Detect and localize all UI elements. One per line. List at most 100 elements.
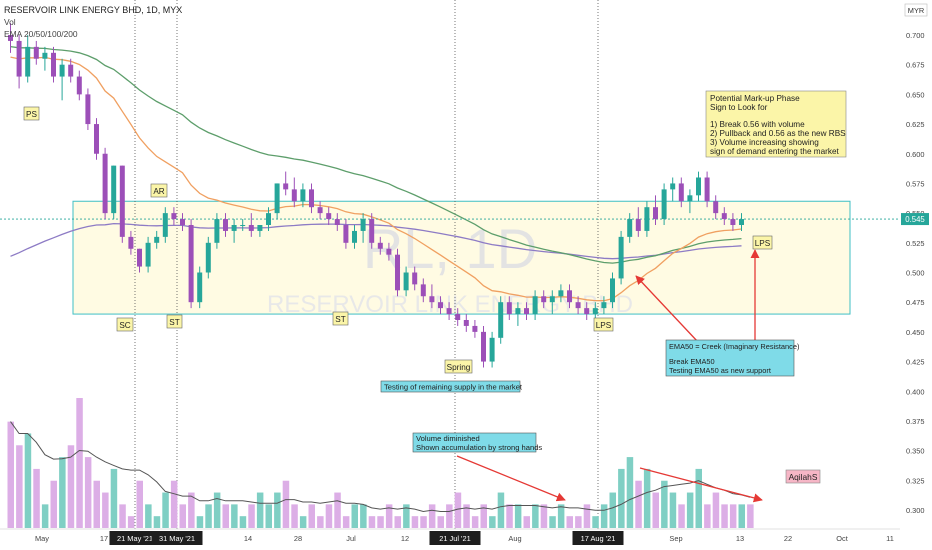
volume-note-box [412, 432, 537, 453]
candle-body [558, 290, 564, 297]
volume-bar [575, 516, 582, 528]
volume-bar [480, 504, 487, 528]
volume-bar [308, 504, 315, 528]
label-spring: Spring [447, 363, 471, 372]
candle-body [94, 124, 99, 154]
candle-body [601, 302, 607, 309]
volume-bar [239, 516, 247, 528]
currency-box[interactable] [904, 3, 928, 17]
volume-bar [50, 480, 57, 528]
volume-bar [248, 504, 255, 528]
price-tick-label: 0.425 [906, 358, 925, 367]
candle-body [644, 207, 650, 231]
candle-body [446, 308, 452, 315]
candle-body [33, 46, 39, 59]
candle-body [102, 153, 108, 214]
label-ps: PS [26, 110, 37, 119]
volume-bar [686, 492, 694, 528]
label-st-2: ST [335, 315, 345, 324]
candle-body [541, 296, 547, 303]
candle-body [154, 236, 160, 243]
candle-body [455, 314, 461, 320]
time-axis[interactable]: May 17 21 May '21 31 May '21 14 28 Jul 12 21 Jul… [35, 531, 894, 545]
markup-note-3: 3) Volume increasing showing [710, 138, 819, 147]
volume-bar [351, 504, 358, 528]
volume-bar [145, 504, 152, 528]
candle-body [205, 242, 211, 273]
candle-body [412, 272, 418, 285]
candle-body [42, 52, 48, 59]
candle-body [653, 207, 658, 220]
label-lps-1: LPS [596, 321, 612, 330]
price-tick-label: 0.600 [906, 150, 925, 159]
markup-note-1: 1) Break 0.56 with volume [710, 120, 805, 129]
volume-bar [170, 480, 178, 528]
volume-bar [377, 516, 384, 528]
volume-bar [420, 516, 427, 528]
volume-bar [67, 445, 75, 528]
candle-body [188, 225, 194, 303]
candle-body [721, 213, 727, 220]
volume-bar [626, 457, 634, 528]
volume-bar [24, 433, 32, 528]
volume-bar [583, 504, 591, 528]
volume-bar [661, 480, 668, 528]
candle-body [257, 225, 263, 231]
volume-bar [471, 516, 479, 528]
candle-body [137, 248, 142, 267]
volume-bar [41, 504, 49, 528]
markup-note-box [705, 90, 847, 158]
volume-bar [162, 492, 169, 528]
candle-body [59, 64, 65, 77]
volume-bar [59, 457, 66, 528]
volume-bar [325, 504, 333, 528]
volume-bar [299, 516, 307, 528]
last-price-tag [901, 213, 929, 226]
time-tick-label: 28 [294, 534, 302, 543]
candle-body [326, 213, 332, 220]
volume-bar [523, 516, 530, 528]
price-tick-label: 0.500 [906, 269, 925, 278]
candle-body [661, 189, 667, 220]
volume-bar [489, 516, 496, 528]
volume-bar [695, 468, 702, 528]
volume-bar [411, 516, 419, 528]
price-tick-label: 0.450 [906, 328, 925, 337]
candle-body [575, 302, 581, 309]
volume-bar [592, 516, 599, 528]
volume-bar [256, 492, 264, 528]
time-tick-label: 21 Jul '21 [439, 534, 470, 543]
candle-body [704, 177, 710, 202]
volume-bar [33, 468, 40, 528]
candle-body [309, 189, 314, 208]
time-tick-label: 21 May '21 [117, 534, 153, 543]
candle-body [180, 219, 185, 225]
volume-bar [110, 468, 118, 528]
price-tick-label: 0.525 [906, 239, 925, 248]
volume-bar [102, 492, 109, 528]
candle-body [377, 242, 383, 249]
candle-body [472, 325, 478, 332]
candle-body [678, 183, 684, 202]
time-tick-label: May [35, 534, 49, 543]
time-tick-label: 13 [736, 534, 744, 543]
price-tick-label: 0.400 [906, 387, 925, 396]
candle-body [8, 35, 13, 41]
candle-body [317, 207, 323, 214]
candle-body [85, 94, 91, 125]
vol-label: Vol [4, 17, 16, 27]
candle-body [463, 320, 469, 326]
candle-body [197, 272, 203, 303]
volume-bar [93, 480, 100, 528]
volume-bar [403, 504, 410, 528]
candle-body [128, 236, 134, 249]
volume-bar [84, 457, 92, 528]
candle-body [300, 189, 306, 202]
volume-bar [428, 504, 436, 528]
creek-note-box [665, 339, 795, 377]
time-tick-highlight [429, 531, 481, 545]
wyckoff-labels: PS SC AR ST ST Spring LPS LPS [23, 106, 773, 374]
price-axis[interactable]: 0.7000.6750.6500.6250.6000.5750.5500.525… [906, 31, 925, 515]
chart-title: RESERVOIR LINK ENERGY BHD, 1D, MYX [4, 5, 182, 15]
